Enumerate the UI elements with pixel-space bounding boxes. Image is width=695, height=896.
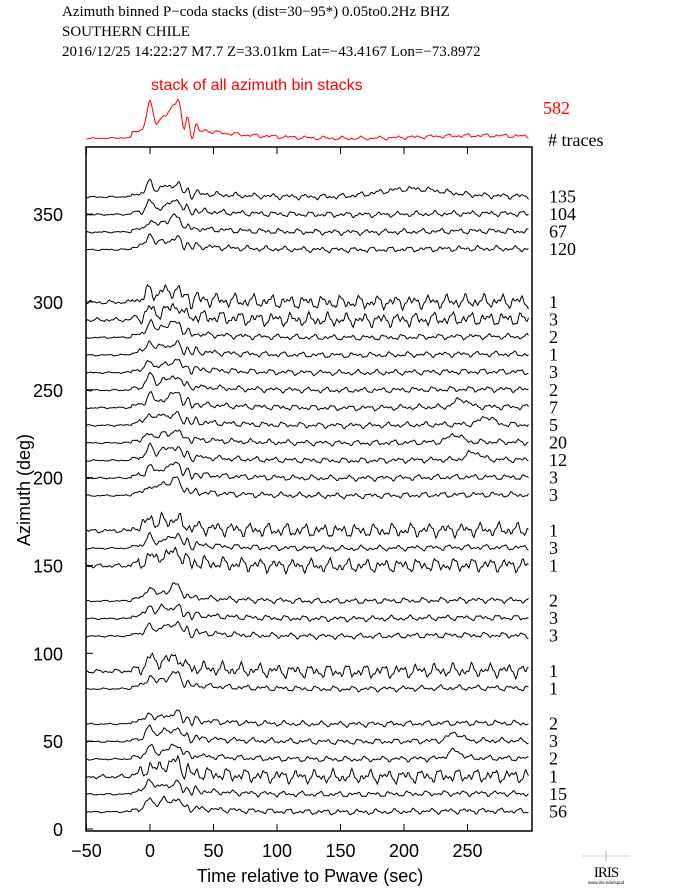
azimuth-trace-60 xyxy=(86,709,529,729)
azimuth-trace-350 xyxy=(86,198,529,219)
title-line-1: Azimuth binned P−coda stacks (dist=30−95… xyxy=(62,4,450,20)
trace-count: 1 xyxy=(549,661,558,681)
azimuth-trace-40 xyxy=(86,743,529,763)
y-tick-label: 200 xyxy=(33,469,63,489)
azimuth-trace-240 xyxy=(86,390,529,412)
azimuth-trace-80 xyxy=(86,670,529,693)
azimuth-trace-230 xyxy=(86,411,529,430)
trace-count: 2 xyxy=(549,591,558,611)
azimuth-trace-200 xyxy=(86,461,529,483)
trace-count: 3 xyxy=(549,309,558,329)
azimuth-trace-330 xyxy=(86,233,529,254)
trace-count: 2 xyxy=(549,749,558,769)
svg-text:www.iris.edu/spud: www.iris.edu/spud xyxy=(588,880,625,885)
trace-count: 2 xyxy=(549,380,558,400)
trace-count: 3 xyxy=(549,362,558,382)
azimuth-trace-190 xyxy=(86,476,529,500)
azimuth-trace-220 xyxy=(86,429,529,447)
x-tick-label: 150 xyxy=(325,841,355,861)
azimuth-trace-150 xyxy=(86,546,529,576)
trace-count: 3 xyxy=(549,538,558,558)
trace-count: 67 xyxy=(549,222,567,242)
trace-count: 1 xyxy=(549,345,558,365)
azimuth-trace-300 xyxy=(86,283,529,312)
y-tick-label: 50 xyxy=(43,732,63,752)
trace-count: 3 xyxy=(549,485,558,505)
trace-count: 1 xyxy=(549,292,558,312)
azimuth-trace-30 xyxy=(86,754,529,786)
title-line-2: SOUTHERN CHILE xyxy=(62,24,190,40)
azimuth-trace-10 xyxy=(86,795,529,816)
trace-count: 1 xyxy=(549,678,558,698)
azimuth-trace-120 xyxy=(86,603,529,623)
x-tick-label: 50 xyxy=(203,841,223,861)
trace-count: 3 xyxy=(549,731,558,751)
trace-count: 1 xyxy=(549,766,558,786)
traces-header: # traces xyxy=(548,130,603,150)
y-tick-label: 100 xyxy=(33,644,63,664)
trace-count: 1 xyxy=(549,520,558,540)
y-axis-label: Azimuth (deg) xyxy=(14,434,34,546)
trace-count: 135 xyxy=(549,186,576,206)
azimuth-trace-290 xyxy=(86,302,529,329)
trace-count: 15 xyxy=(549,784,567,804)
stack-trace xyxy=(86,98,529,141)
azimuth-trace-260 xyxy=(86,358,529,377)
azimuth-trace-50 xyxy=(86,724,529,745)
plot-frame xyxy=(85,146,533,832)
x-tick-label: 250 xyxy=(452,841,482,861)
title-line-3: 2016/12/25 14:22:27 M7.7 Z=33.01km Lat=−… xyxy=(62,44,481,60)
azimuth-trace-90 xyxy=(86,652,529,681)
y-tick-label: 0 xyxy=(53,820,63,840)
y-tick-label: 300 xyxy=(33,293,63,313)
azimuth-trace-280 xyxy=(86,318,529,341)
stack-total-traces: 582 xyxy=(543,98,570,118)
svg-text:IRIS: IRIS xyxy=(594,865,619,881)
azimuth-trace-250 xyxy=(86,371,529,394)
azimuth-trace-270 xyxy=(86,339,529,359)
azimuth-trace-160 xyxy=(86,531,529,552)
x-axis-label: Time relative to Pwave (sec) xyxy=(197,866,423,886)
trace-count: 3 xyxy=(549,626,558,646)
x-tick-label: −50 xyxy=(71,841,102,861)
trace-count: 120 xyxy=(549,239,576,259)
y-tick-label: 350 xyxy=(33,205,63,225)
iris-logo: IRIS www.iris.edu/spud xyxy=(582,850,630,885)
trace-count: 1 xyxy=(549,555,558,575)
y-tick-label: 250 xyxy=(33,381,63,401)
y-tick-label: 150 xyxy=(33,556,63,576)
azimuth-trace-20 xyxy=(86,778,529,798)
azimuth-trace-340 xyxy=(86,212,529,236)
trace-count: 2 xyxy=(549,714,558,734)
trace-count: 2 xyxy=(549,327,558,347)
trace-count: 104 xyxy=(549,204,576,224)
trace-count: 5 xyxy=(549,415,558,435)
trace-count: 20 xyxy=(549,432,567,452)
trace-count: 3 xyxy=(549,608,558,628)
x-tick-label: 200 xyxy=(389,841,419,861)
azimuth-trace-130 xyxy=(86,582,529,605)
trace-count: 12 xyxy=(549,450,567,470)
azimuth-trace-210 xyxy=(86,442,529,465)
trace-count: 3 xyxy=(549,468,558,488)
trace-count: 56 xyxy=(549,801,567,821)
azimuth-trace-360 xyxy=(86,178,529,201)
stack-label: stack of all azimuth bin stacks xyxy=(151,77,363,94)
x-tick-label: 100 xyxy=(262,841,292,861)
azimuth-trace-110 xyxy=(86,620,529,641)
x-tick-label: 0 xyxy=(145,841,155,861)
azimuth-trace-170 xyxy=(86,511,529,540)
trace-count: 7 xyxy=(549,397,558,417)
